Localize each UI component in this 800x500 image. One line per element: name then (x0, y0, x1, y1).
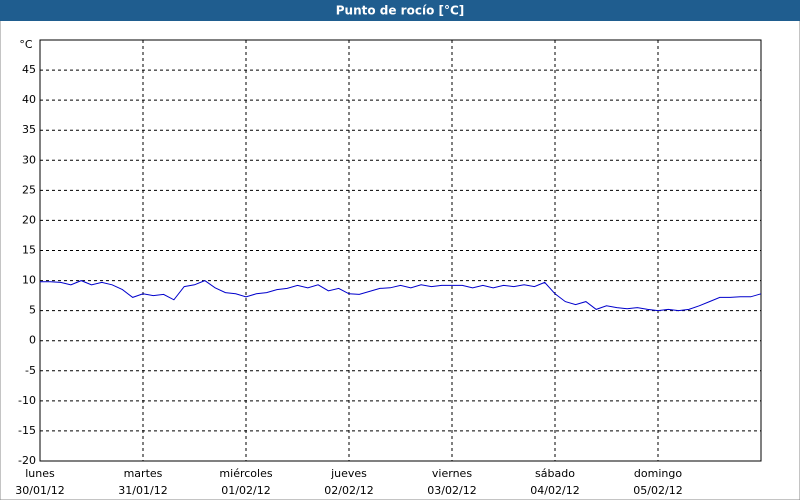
y-tick-label: 5 (29, 304, 36, 317)
y-tick-label: 40 (22, 93, 36, 106)
y-axis-label: °C (19, 38, 33, 51)
y-tick-label: 0 (29, 334, 36, 347)
y-tick-label: -5 (25, 364, 36, 377)
y-tick-label: 30 (22, 153, 36, 166)
x-tick-label: sábado (535, 467, 575, 480)
y-tick-label: 20 (22, 213, 36, 226)
x-tick-label: domingo (634, 467, 682, 480)
x-tick-label: jueves (330, 467, 367, 480)
x-tick-label: lunes (25, 467, 55, 480)
y-tick-label: 35 (22, 123, 36, 136)
y-tick-label: 45 (22, 63, 36, 76)
x-tick-label: viernes (432, 467, 472, 480)
x-tick-date: 04/02/12 (530, 484, 579, 497)
y-tick-label: 15 (22, 244, 36, 257)
chart-title: Punto de rocío [°C] (336, 4, 465, 18)
x-tick-date: 03/02/12 (427, 484, 476, 497)
y-tick-label: -10 (18, 394, 36, 407)
title-bar (0, 0, 800, 21)
x-tick-date: 02/02/12 (324, 484, 373, 497)
x-tick-label: martes (124, 467, 163, 480)
data-line (40, 280, 762, 312)
y-tick-label: -20 (18, 454, 36, 467)
x-tick-date: 05/02/12 (633, 484, 682, 497)
x-tick-date: 31/01/12 (118, 484, 167, 497)
x-tick-date: 01/02/12 (221, 484, 270, 497)
y-tick-label: 10 (22, 274, 36, 287)
y-tick-label: -15 (18, 424, 36, 437)
y-tick-label: 25 (22, 183, 36, 196)
x-tick-date: 30/01/12 (15, 484, 64, 497)
x-tick-label: miércoles (219, 467, 272, 480)
